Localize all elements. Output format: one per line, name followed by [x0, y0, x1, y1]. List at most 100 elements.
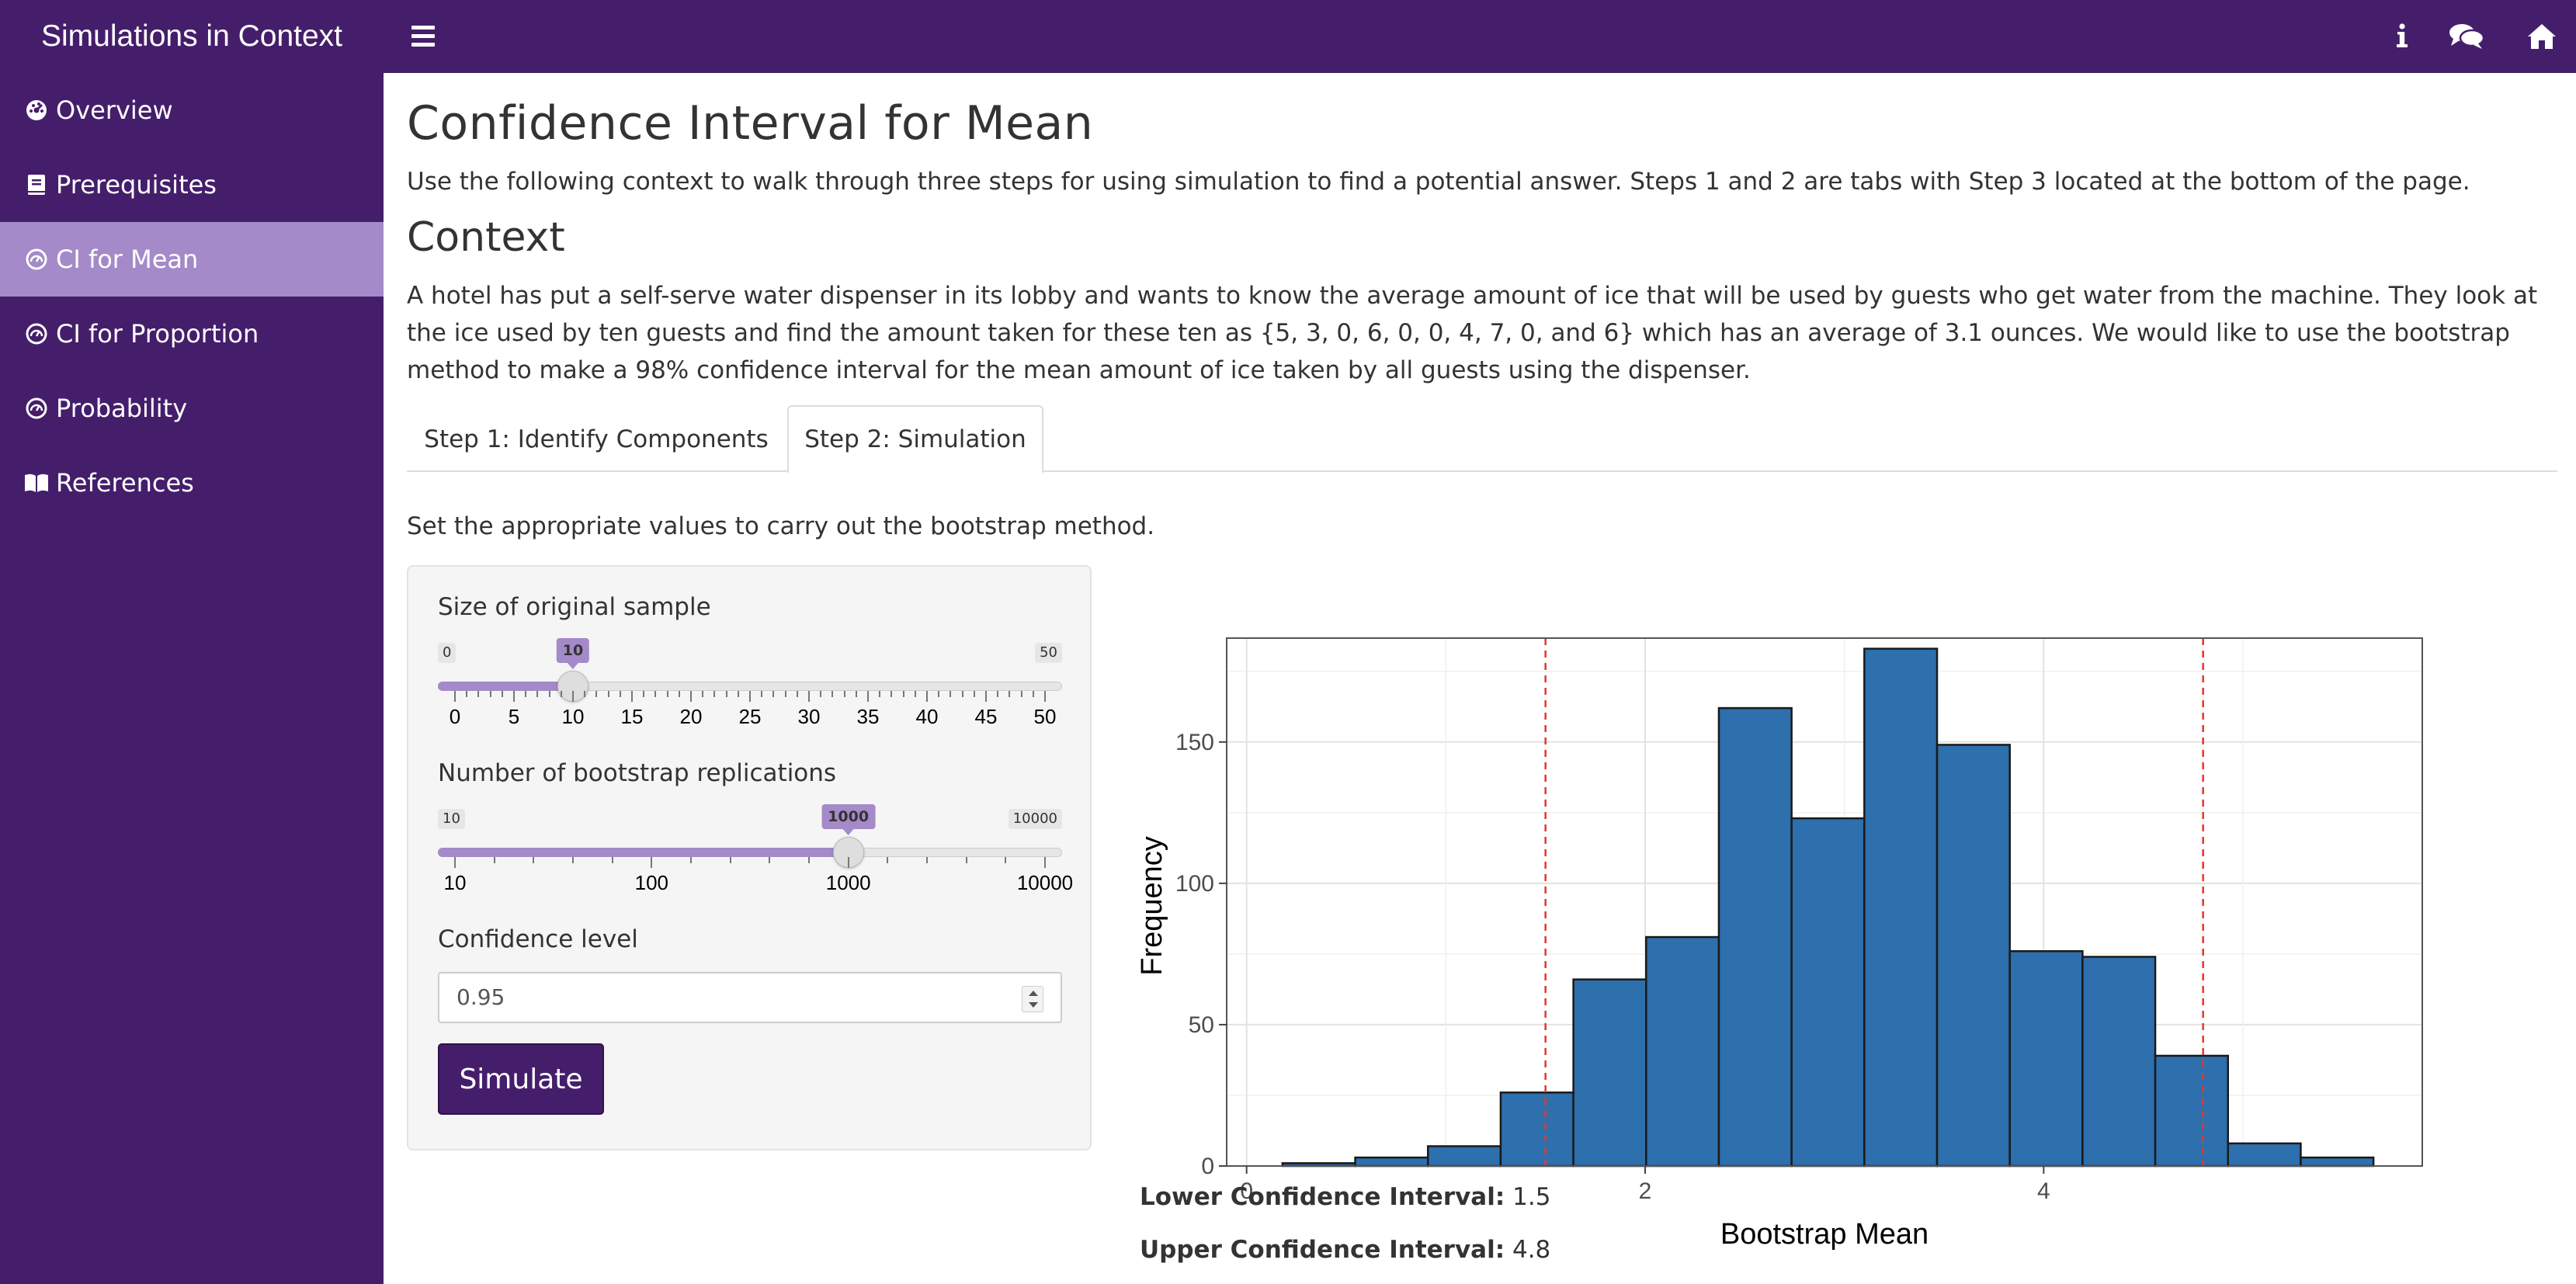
- home-icon[interactable]: [2523, 17, 2560, 56]
- slider-minor-tick: [961, 691, 963, 697]
- slider-ticks: [438, 691, 1062, 706]
- histogram-bar: [1935, 744, 2011, 1168]
- sample-size-slider[interactable]: 0 50 10 0 5 10 15 20 25 30 35 40 45 50: [438, 638, 1062, 736]
- slider-minor-tick: [926, 857, 928, 863]
- y-tick-label: 0: [1201, 1154, 1214, 1179]
- slider-minor-tick: [690, 857, 692, 863]
- book-icon: [23, 172, 50, 198]
- sidebar-item-overview[interactable]: Overview: [0, 73, 384, 147]
- slider-min-label: 10: [438, 809, 465, 829]
- slider-minor-tick: [772, 691, 775, 697]
- tab-bar: Step 1: Identify Components Step 2: Simu…: [407, 405, 2557, 474]
- slider-tick-label: 10: [443, 871, 467, 894]
- replications-label: Number of bootstrap replications: [438, 759, 837, 787]
- open-book-icon: [23, 470, 50, 496]
- slider-minor-tick: [737, 691, 739, 697]
- bootstrap-histogram: 0 50 100 150 0 2 4 Bootstrap Mean Frequency: [1136, 637, 2423, 1251]
- sidebar-item-prerequisites[interactable]: Prerequisites: [0, 147, 384, 222]
- slider-tick-label: 15: [620, 705, 644, 728]
- slider-major-tick: [513, 691, 515, 702]
- slider-major-tick: [867, 691, 869, 702]
- slider-minor-tick: [729, 857, 731, 863]
- histogram-bar: [1354, 1156, 1429, 1168]
- gauge-icon: [23, 395, 50, 422]
- slider-minor-tick: [938, 691, 940, 697]
- sidebar-item-ci-for-mean[interactable]: CI for Mean: [0, 222, 384, 297]
- histogram-bar: [1717, 706, 1793, 1168]
- y-tick-label: 50: [1189, 1012, 1214, 1038]
- slider-major-tick: [690, 691, 692, 702]
- number-spinner-icon[interactable]: [1022, 986, 1043, 1012]
- instruction-text: Set the appropriate values to carry out …: [407, 512, 1155, 540]
- slider-tick-label: 5: [508, 705, 520, 728]
- slider-major-tick: [926, 691, 928, 702]
- gauge-icon: [23, 321, 50, 347]
- controls-panel: Size of original sample 0 50 10 0 5 10 15 20…: [407, 565, 1092, 1150]
- histogram-bar: [1499, 1091, 1574, 1168]
- tab-step-2[interactable]: Step 2: Simulation: [787, 405, 1043, 474]
- slider-minor-tick: [890, 691, 893, 697]
- sidebar-item-ci-for-proportion[interactable]: CI for Proportion: [0, 297, 384, 371]
- histogram-bar: [1863, 647, 1939, 1168]
- confidence-level-input[interactable]: 0.95: [438, 972, 1062, 1023]
- slider-minor-tick: [525, 691, 527, 697]
- slider-minor-tick: [796, 691, 798, 697]
- slider-tick-label: 20: [679, 705, 703, 728]
- context-text: A hotel has put a self-serve water dispe…: [407, 282, 2538, 384]
- slider-major-tick: [454, 691, 456, 702]
- slider-minor-tick: [820, 691, 822, 697]
- slider-fill: [438, 848, 849, 857]
- info-icon[interactable]: [2383, 17, 2421, 56]
- x-axis-title: Bootstrap Mean: [1720, 1218, 1929, 1251]
- slider-min-label: 0: [438, 643, 457, 663]
- histogram-bar: [1790, 817, 1866, 1168]
- x-tick-label: 2: [1639, 1178, 1652, 1204]
- slider-value-bubble: 10: [556, 638, 590, 669]
- replications-slider[interactable]: 10 10000 1000 10 100 1000 10000: [438, 804, 1073, 902]
- slider-max-label: 10000: [1008, 809, 1062, 829]
- histogram-bar: [1426, 1145, 1502, 1168]
- slider-minor-tick: [1005, 857, 1007, 863]
- sidebar-item-probability[interactable]: Probability: [0, 371, 384, 446]
- slider-minor-tick: [493, 857, 495, 863]
- slider-tick-label: 30: [797, 705, 821, 728]
- lower-ci-text: Lower Confidence Interval: 1.5: [1140, 1183, 1550, 1211]
- lower-ci-value: 1.5: [1512, 1183, 1551, 1211]
- page-title: Confidence Interval for Mean: [407, 96, 1094, 151]
- intro-text: Use the following context to walk throug…: [407, 168, 2470, 196]
- confidence-level-value: 0.95: [457, 984, 505, 1010]
- plot-border: [1226, 637, 2423, 1167]
- slider-minor-tick: [584, 691, 586, 697]
- slider-minor-tick: [950, 691, 952, 697]
- slider-minor-tick: [666, 691, 668, 697]
- slider-minor-tick: [702, 691, 704, 697]
- upper-ci-label: Upper Confidence Interval:: [1140, 1236, 1505, 1264]
- slider-minor-tick: [501, 691, 503, 697]
- slider-minor-tick: [855, 691, 857, 697]
- slider-minor-tick: [761, 691, 763, 697]
- slider-minor-tick: [1032, 691, 1034, 697]
- slider-minor-tick: [973, 691, 975, 697]
- tab-step-1[interactable]: Step 1: Identify Components: [424, 425, 769, 453]
- slider-minor-tick: [607, 691, 609, 697]
- slider-tick-label: 1000: [825, 871, 871, 894]
- sidebar-item-references[interactable]: References: [0, 446, 384, 520]
- slider-tick-label: 25: [738, 705, 762, 728]
- sample-size-label: Size of original sample: [438, 593, 711, 621]
- histogram-bar: [2300, 1156, 2375, 1168]
- app-title[interactable]: Simulations in Context: [40, 19, 343, 53]
- slider-tick-label: 45: [974, 705, 998, 728]
- slider-major-tick: [847, 857, 849, 868]
- slider-tick-label: 10000: [1016, 871, 1074, 894]
- slider-minor-tick: [489, 691, 491, 697]
- sidebar-toggle-icon[interactable]: [411, 20, 438, 51]
- top-header: Simulations in Context: [0, 0, 2576, 73]
- slider-minor-tick: [902, 691, 904, 697]
- context-heading: Context: [407, 214, 565, 261]
- simulate-button[interactable]: Simulate: [438, 1043, 604, 1115]
- sidebar-item-label: Probability: [56, 394, 188, 423]
- slider-minor-tick: [654, 691, 657, 697]
- y-axis-title: Frequency: [1136, 836, 1168, 976]
- sidebar-item-label: Prerequisites: [56, 170, 217, 200]
- comments-icon[interactable]: [2448, 17, 2485, 56]
